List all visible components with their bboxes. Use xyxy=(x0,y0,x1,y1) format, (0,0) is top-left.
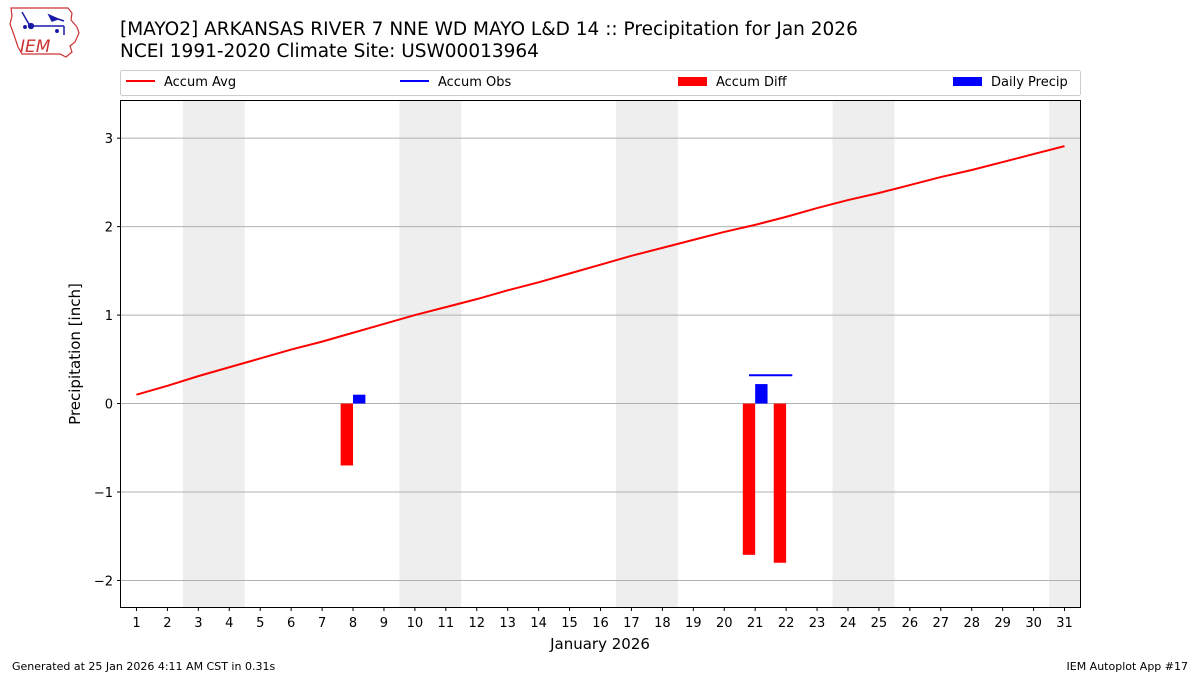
x-tick-label-24: 24 xyxy=(840,616,857,631)
x-tick-label-25: 25 xyxy=(871,616,888,631)
accum-diff-bar-22 xyxy=(773,403,787,563)
legend-swatch-accum-diff xyxy=(678,77,707,86)
x-tick-label-17: 17 xyxy=(623,616,640,631)
x-tick-label-13: 13 xyxy=(499,616,516,631)
legend-label-daily-precip: Daily Precip xyxy=(991,75,1068,90)
y-tick-label-0: −2 xyxy=(94,574,113,589)
x-tick-label-16: 16 xyxy=(592,616,609,631)
y-tick-label-4: 2 xyxy=(105,221,113,236)
x-tick-label-15: 15 xyxy=(561,616,578,631)
x-tick-label-9: 9 xyxy=(380,616,388,631)
weekend-shade-0 xyxy=(182,101,245,607)
x-tick-label-4: 4 xyxy=(225,616,233,631)
legend-label-accum-avg: Accum Avg xyxy=(164,75,236,90)
weekend-shade-1 xyxy=(399,101,462,607)
accum-diff-bar-21 xyxy=(742,403,756,555)
y-tick-label-1: −1 xyxy=(94,486,113,501)
legend: Accum Avg Accum Obs Accum Diff Daily Precip xyxy=(120,70,1081,96)
y-tick-label-5: 3 xyxy=(105,132,113,147)
logo-text: IEM xyxy=(20,37,51,57)
weather-station-icon xyxy=(21,11,65,35)
accum-diff-bar-8 xyxy=(340,403,354,466)
x-axis-label: January 2026 xyxy=(549,635,650,653)
x-tick-label-28: 28 xyxy=(963,616,980,631)
x-tick-label-12: 12 xyxy=(468,616,485,631)
x-tick-label-8: 8 xyxy=(349,616,357,631)
legend-swatch-daily-precip xyxy=(953,77,982,86)
chart-title: [MAYO2] ARKANSAS RIVER 7 NNE WD MAYO L&D… xyxy=(120,19,858,40)
plot-frame xyxy=(120,100,1081,608)
legend-label-accum-obs: Accum Obs xyxy=(438,75,511,90)
plot-area: 1 2 3 4 5 6 7 8 9 10 11 12 13 14 15 16 17 18 19 20 21 22 23 24 2… xyxy=(94,100,1081,631)
chart-subtitle: NCEI 1991-2020 Climate Site: USW00013964 xyxy=(120,41,539,62)
legend-label-accum-diff: Accum Diff xyxy=(716,75,788,90)
y-tick-label-3: 1 xyxy=(105,309,113,324)
y-tick-label-2: 0 xyxy=(105,398,113,413)
iem-logo: IEM xyxy=(9,7,80,58)
y-axis-label: Precipitation [inch] xyxy=(66,283,84,425)
x-tick-label-11: 11 xyxy=(438,616,455,631)
x-tick-label-20: 20 xyxy=(716,616,733,631)
x-tick-label-5: 5 xyxy=(256,616,264,631)
x-tick-label-27: 27 xyxy=(933,616,950,631)
accum-avg-line xyxy=(136,145,1065,396)
x-tick-label-26: 26 xyxy=(902,616,919,631)
x-tick-label-18: 18 xyxy=(654,616,671,631)
x-tick-label-21: 21 xyxy=(747,616,764,631)
x-tick-label-7: 7 xyxy=(318,616,326,631)
x-tick-label-10: 10 xyxy=(407,616,424,631)
footer-generated: Generated at 25 Jan 2026 4:11 AM CST in … xyxy=(12,660,275,673)
legend-frame xyxy=(120,70,1081,96)
x-tick-label-29: 29 xyxy=(994,616,1011,631)
x-tick-label-31: 31 xyxy=(1056,616,1073,631)
x-tick-label-14: 14 xyxy=(530,616,547,631)
x-tick-label-1: 1 xyxy=(132,616,140,631)
daily-precip-bar-8 xyxy=(353,394,366,404)
weekend-shade-4 xyxy=(1049,101,1080,607)
weekend-shade-2 xyxy=(615,101,678,607)
footer-app: IEM Autoplot App #17 xyxy=(1067,660,1189,673)
x-tick-label-30: 30 xyxy=(1025,616,1042,631)
x-tick-label-2: 2 xyxy=(163,616,171,631)
x-tick-label-6: 6 xyxy=(287,616,295,631)
weekend-shade-3 xyxy=(832,101,895,607)
x-tick-label-3: 3 xyxy=(194,616,202,631)
daily-precip-bar-21 xyxy=(755,384,768,404)
x-tick-label-19: 19 xyxy=(685,616,702,631)
x-tick-label-22: 22 xyxy=(778,616,795,631)
x-tick-label-23: 23 xyxy=(809,616,826,631)
